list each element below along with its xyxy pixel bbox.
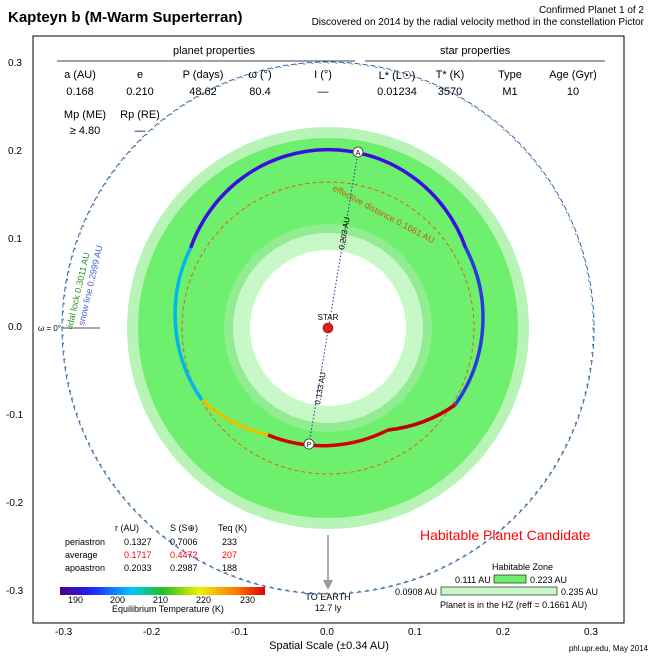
planet-col-i-value: — [317, 86, 329, 98]
temp-tick: 210 [153, 595, 169, 605]
y-tick: 0.3 [8, 58, 22, 69]
planet-radius-label: Rp (RE) [120, 109, 160, 121]
periastron-marker-label: P [307, 442, 312, 449]
plot-frame [32, 35, 625, 624]
confirmed-text: Confirmed Planet 1 of 2 [538, 5, 644, 16]
x-tick: -0.2 [143, 627, 161, 638]
orbit-row-s: 0.7006 [170, 537, 198, 547]
orbit-row-t: 207 [222, 550, 238, 560]
omega-label: ω = 0° [38, 324, 61, 333]
temp-tick: 200 [110, 595, 126, 605]
orbit-row-r: 0.1717 [124, 550, 152, 560]
apoastron-marker [352, 146, 364, 158]
temp-scale-label: Equilibrium Temperature (K) [112, 604, 224, 614]
to-earth-arrowhead [323, 580, 333, 590]
hz-legend-title: Habitable Zone [492, 562, 554, 572]
x-axis-label: Spatial Scale (±0.34 AU) [269, 640, 389, 652]
earth-distance-label: 12.7 ly [315, 603, 342, 613]
planet-col-e-value: 0.210 [126, 86, 154, 98]
hz-optimistic-legend-box [440, 586, 558, 596]
page-title: Kapteyn b (M-Warm Superterran) [8, 9, 243, 26]
y-tick: 0.1 [8, 234, 22, 245]
star-col-type-value: M1 [502, 86, 518, 98]
temperature-colorbar [60, 587, 265, 595]
planet-col-omega-value: 80.4 [249, 86, 271, 98]
planet-col-i-label: I (°) [314, 69, 332, 81]
hz-conservative-outer: 0.223 AU [530, 575, 568, 585]
to-earth-label: TO EARTH [305, 592, 350, 602]
x-tick: -0.3 [55, 627, 73, 638]
orbit-table-header-t: Teq (K) [218, 523, 248, 533]
orbit-row-name: apoastron [65, 563, 106, 573]
temp-tick: 230 [240, 595, 256, 605]
x-tick: -0.1 [231, 627, 249, 638]
orbit-row-name: periastron [65, 537, 106, 547]
star-label: STAR [318, 313, 339, 322]
orbit-row-name: average [65, 550, 98, 560]
y-tick: -0.1 [6, 410, 24, 421]
planet-col-a-label: a (AU) [64, 69, 96, 81]
credit: phl.upr.edu, May 2014 [568, 644, 648, 653]
planet-col-p-value: 48.62 [189, 86, 217, 98]
planet-col-omega-label: ω (°) [248, 69, 272, 81]
hz-status: Planet is in the HZ (reff = 0.1661 AU) [440, 600, 588, 610]
planet-properties-header: planet properties [173, 45, 255, 57]
x-tick: 0.3 [584, 627, 598, 638]
hz-conservative-legend-box [493, 574, 527, 584]
star-properties-header: star properties [440, 45, 511, 57]
star-col-type-label: Type [498, 69, 522, 81]
hz-optimistic-outer: 0.235 AU [561, 587, 599, 597]
star-col-age-label: Age (Gyr) [549, 69, 597, 81]
hz-conservative-inner: 0.111 AU [455, 575, 491, 585]
planet-col-p-label: P (days) [182, 69, 224, 81]
temp-tick: 220 [196, 595, 212, 605]
star-col-l-label: L* (L☉) [378, 70, 416, 82]
planet-orbit [173, 147, 485, 448]
y-tick: 0.2 [8, 146, 22, 157]
discovered-text: Discovered on 2014 by the radial velocit… [311, 17, 644, 28]
star-col-t-label: T* (K) [435, 69, 465, 81]
orbit-table-header-s: S (S⊕) [170, 523, 199, 533]
y-tick: -0.3 [6, 586, 24, 597]
x-tick: 0.1 [408, 627, 422, 638]
apsidal-line [308, 151, 359, 445]
planet-mass-value: ≥ 4.80 [69, 125, 101, 137]
orbit-row-s: 0.2987 [170, 563, 198, 573]
apoastron-marker-label: A [356, 150, 361, 157]
temp-tick: 190 [68, 595, 84, 605]
orbit-table-header-r: r (AU) [115, 523, 139, 533]
y-tick: 0.0 [8, 322, 22, 333]
x-tick: 0.2 [496, 627, 510, 638]
planet-mass-label: Mp (ME) [63, 109, 107, 121]
habitable-candidate-label: Habitable Planet Candidate [420, 527, 591, 543]
star [322, 322, 334, 334]
star-col-l-value: 0.01234 [377, 86, 417, 98]
orbit-row-t: 188 [222, 563, 238, 573]
x-tick: 0.0 [320, 627, 334, 638]
planet-col-a-value: 0.168 [66, 86, 94, 98]
star-col-t-value: 3570 [437, 86, 463, 98]
hz-optimistic-inner: 0.0908 AU [395, 587, 438, 597]
planet-radius-value: — [134, 125, 146, 137]
effective-distance-circle [181, 181, 475, 475]
orbit-row-t: 233 [222, 537, 238, 547]
y-tick: -0.2 [6, 498, 24, 509]
star-col-age-value: 10 [566, 86, 580, 98]
orbit-row-s: 0.4472 [170, 550, 198, 560]
orbit-row-r: 0.1327 [124, 537, 152, 547]
planet-col-e-label: e [136, 69, 144, 81]
periastron-marker [303, 438, 315, 450]
orbit-row-r: 0.2033 [124, 563, 152, 573]
